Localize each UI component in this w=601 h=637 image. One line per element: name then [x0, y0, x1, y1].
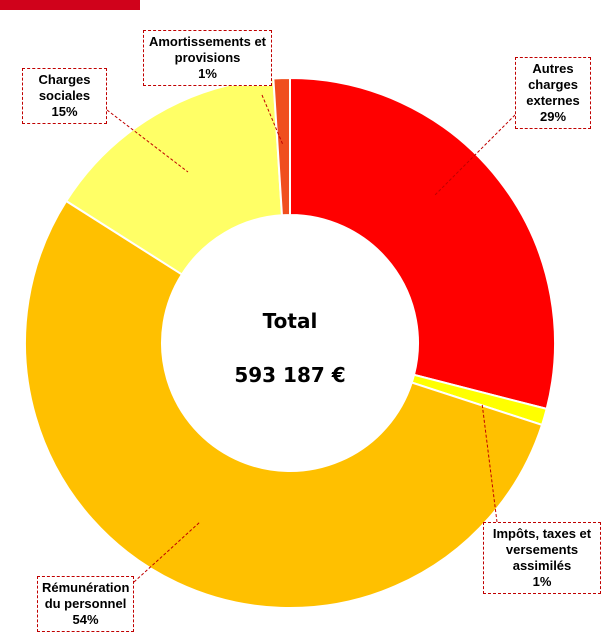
slice-name: Rémunération du personnel: [42, 580, 130, 611]
leader-line: [434, 114, 516, 196]
slice-value: 1%: [198, 66, 217, 81]
slice-label: Impôts, taxes et versements assimilés 1%: [483, 522, 601, 594]
slice-value: 1%: [532, 574, 552, 589]
slice-name: Impôts, taxes et versements assimilés: [492, 526, 592, 573]
slice-name: Amortissements et provisions: [148, 34, 267, 65]
slice-label: Charges sociales 15%: [22, 68, 107, 124]
center-title: Total: [263, 309, 318, 333]
donut-slice: [289, 76, 556, 411]
slice-value: 54%: [72, 612, 99, 627]
slice-value: 15%: [51, 104, 78, 119]
leader-line: [261, 94, 284, 146]
center-value: 593 187 €: [234, 363, 345, 387]
corner-bar: [0, 0, 140, 10]
slice-label: Amortissements et provisions 1%: [143, 30, 272, 86]
slice-name: Autres charges externes: [526, 61, 580, 108]
slice-label: Rémunération du personnel 54%: [37, 576, 134, 632]
leader-line: [106, 109, 189, 173]
slice-name: Charges sociales: [38, 72, 91, 103]
donut-slice: [24, 199, 544, 609]
donut-slice: [272, 76, 291, 217]
slice-value: 29%: [539, 109, 567, 124]
slice-label: Autres charges externes 29%: [515, 57, 591, 129]
